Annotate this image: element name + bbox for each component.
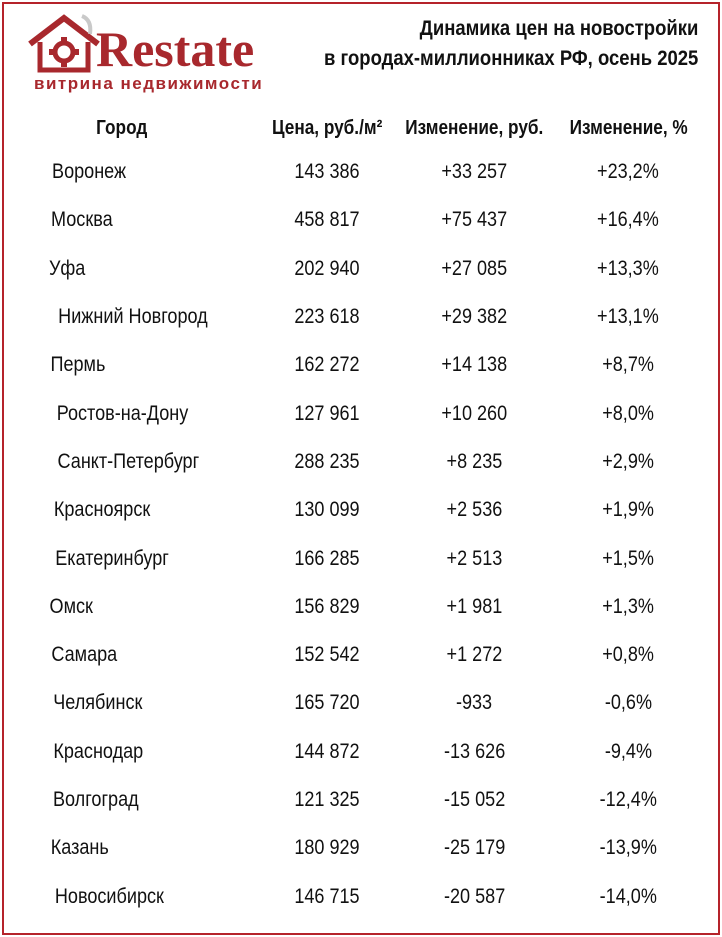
table-row: Омск 156 829 +1 981 +1,3% bbox=[40, 583, 700, 631]
cell-change-rub: +33 257 bbox=[441, 160, 508, 184]
cell-change-rub: +10 260 bbox=[441, 401, 508, 425]
cell-price: 162 272 bbox=[294, 353, 360, 377]
cell-city: Красноярск bbox=[53, 498, 151, 522]
cell-city: Санкт-Петербург bbox=[57, 449, 200, 473]
cell-price: 180 929 bbox=[294, 836, 360, 860]
header-change-rub: Изменение, руб. bbox=[405, 116, 544, 139]
cell-change-pct: +23,2% bbox=[597, 160, 660, 184]
cell-change-rub: +27 085 bbox=[441, 256, 508, 280]
cell-change-rub: +2 536 bbox=[446, 498, 503, 522]
cell-change-pct: +1,5% bbox=[602, 546, 655, 570]
cell-change-pct: +13,1% bbox=[597, 305, 660, 329]
table-row: Самара 152 542 +1 272 +0,8% bbox=[40, 631, 700, 679]
cell-price: 156 829 bbox=[294, 594, 360, 618]
table-header-row: Город Цена, руб./м² Изменение, руб. Изме… bbox=[40, 108, 700, 148]
cell-change-pct: -13,9% bbox=[599, 836, 657, 860]
cell-change-rub: +2 513 bbox=[446, 546, 503, 570]
brand-name: Restate bbox=[96, 21, 255, 77]
cell-price: 458 817 bbox=[294, 208, 360, 232]
table-row: Челябинск 165 720 -933 -0,6% bbox=[40, 679, 700, 727]
cell-change-pct: -14,0% bbox=[599, 884, 657, 908]
cell-city: Уфа bbox=[48, 256, 86, 280]
cell-price: 146 715 bbox=[294, 884, 360, 908]
table-row: Санкт-Петербург 288 235 +8 235 +2,9% bbox=[40, 438, 700, 486]
cell-change-pct: -12,4% bbox=[599, 788, 657, 811]
cell-change-rub: +75 437 bbox=[441, 208, 508, 232]
table-row: Уфа 202 940 +27 085 +13,3% bbox=[40, 245, 700, 293]
table-row: Нижний Новгород 223 618 +29 382 +13,1% bbox=[40, 293, 700, 341]
cell-city: Краснодар bbox=[53, 739, 144, 763]
cell-price: 288 235 bbox=[294, 449, 360, 473]
cell-city: Челябинск bbox=[53, 691, 143, 715]
cell-change-pct: +1,3% bbox=[602, 594, 655, 618]
cell-city: Москва bbox=[51, 208, 113, 232]
cell-change-pct: +8,0% bbox=[602, 401, 655, 425]
cell-change-rub: -20 587 bbox=[443, 884, 505, 908]
cell-change-rub: +1 272 bbox=[446, 643, 503, 667]
cell-city: Екатеринбург bbox=[55, 546, 169, 570]
cell-change-rub: +29 382 bbox=[441, 305, 508, 329]
cell-price: 143 386 bbox=[294, 160, 360, 184]
cell-city: Самара bbox=[51, 643, 118, 667]
cell-price: 223 618 bbox=[294, 305, 360, 329]
cell-change-rub: +8 235 bbox=[446, 449, 503, 473]
table-row: Екатеринбург 166 285 +2 513 +1,5% bbox=[40, 534, 700, 582]
cell-price: 121 325 bbox=[294, 788, 360, 811]
price-table: Город Цена, руб./м² Изменение, руб. Изме… bbox=[40, 108, 700, 921]
cell-change-rub: -15 052 bbox=[443, 788, 505, 811]
cell-change-pct: +2,9% bbox=[602, 449, 655, 473]
page-title: Динамика цен на новостройки в городах-ми… bbox=[324, 14, 698, 74]
house-gear-icon bbox=[28, 14, 100, 73]
cell-price: 202 940 bbox=[294, 256, 360, 280]
table-row: Новосибирск 146 715 -20 587 -14,0% bbox=[40, 872, 700, 920]
table-row: Казань 180 929 -25 179 -13,9% bbox=[40, 824, 700, 872]
cell-city: Новосибирск bbox=[54, 884, 164, 908]
cell-change-pct: +8,7% bbox=[602, 353, 655, 377]
brand-tagline: витрина недвижимости bbox=[34, 74, 264, 93]
cell-change-rub: -933 bbox=[456, 691, 493, 715]
title-line-2: в городах-миллионниках РФ, осень 2025 bbox=[323, 47, 698, 70]
cell-change-pct: +13,3% bbox=[597, 256, 660, 280]
table-row: Волгоград 121 325 -15 052 -12,4% bbox=[40, 776, 700, 824]
cell-change-pct: +1,9% bbox=[602, 498, 655, 522]
cell-city: Нижний Новгород bbox=[58, 305, 208, 329]
cell-price: 130 099 bbox=[294, 498, 360, 522]
cell-change-pct: +0,8% bbox=[602, 643, 655, 667]
header-change-pct: Изменение, % bbox=[569, 116, 688, 139]
table-row: Воронеж 143 386 +33 257 +23,2% bbox=[40, 148, 700, 196]
table-row: Пермь 162 272 +14 138 +8,7% bbox=[40, 341, 700, 389]
cell-price: 144 872 bbox=[294, 739, 360, 763]
table-row: Краснодар 144 872 -13 626 -9,4% bbox=[40, 728, 700, 776]
cell-city: Ростов-на-Дону bbox=[56, 401, 189, 425]
table-row: Москва 458 817 +75 437 +16,4% bbox=[40, 196, 700, 244]
cell-city: Пермь bbox=[50, 353, 106, 377]
cell-price: 166 285 bbox=[294, 546, 360, 570]
restate-logo: Restate витрина недвижимости bbox=[26, 10, 286, 96]
cell-city: Омск bbox=[49, 594, 93, 618]
cell-city: Казань bbox=[50, 836, 109, 860]
cell-change-rub: +14 138 bbox=[441, 353, 508, 377]
cell-city: Волгоград bbox=[52, 788, 139, 811]
table-row: Ростов-на-Дону 127 961 +10 260 +8,0% bbox=[40, 389, 700, 437]
cell-price: 127 961 bbox=[294, 401, 360, 425]
cell-change-pct: +16,4% bbox=[597, 208, 660, 232]
table-row: Красноярск 130 099 +2 536 +1,9% bbox=[40, 486, 700, 534]
header-city: Город bbox=[95, 116, 147, 139]
cell-change-rub: -25 179 bbox=[443, 836, 505, 860]
title-line-1: Динамика цен на новостройки bbox=[419, 17, 698, 40]
cell-change-pct: -9,4% bbox=[604, 739, 652, 763]
cell-city: Воронеж bbox=[52, 160, 127, 184]
cell-price: 152 542 bbox=[294, 643, 360, 667]
cell-price: 165 720 bbox=[294, 691, 360, 715]
header-price: Цена, руб./м² bbox=[271, 116, 383, 139]
cell-change-pct: -0,6% bbox=[604, 691, 652, 715]
cell-change-rub: -13 626 bbox=[443, 739, 505, 763]
cell-change-rub: +1 981 bbox=[446, 594, 503, 618]
